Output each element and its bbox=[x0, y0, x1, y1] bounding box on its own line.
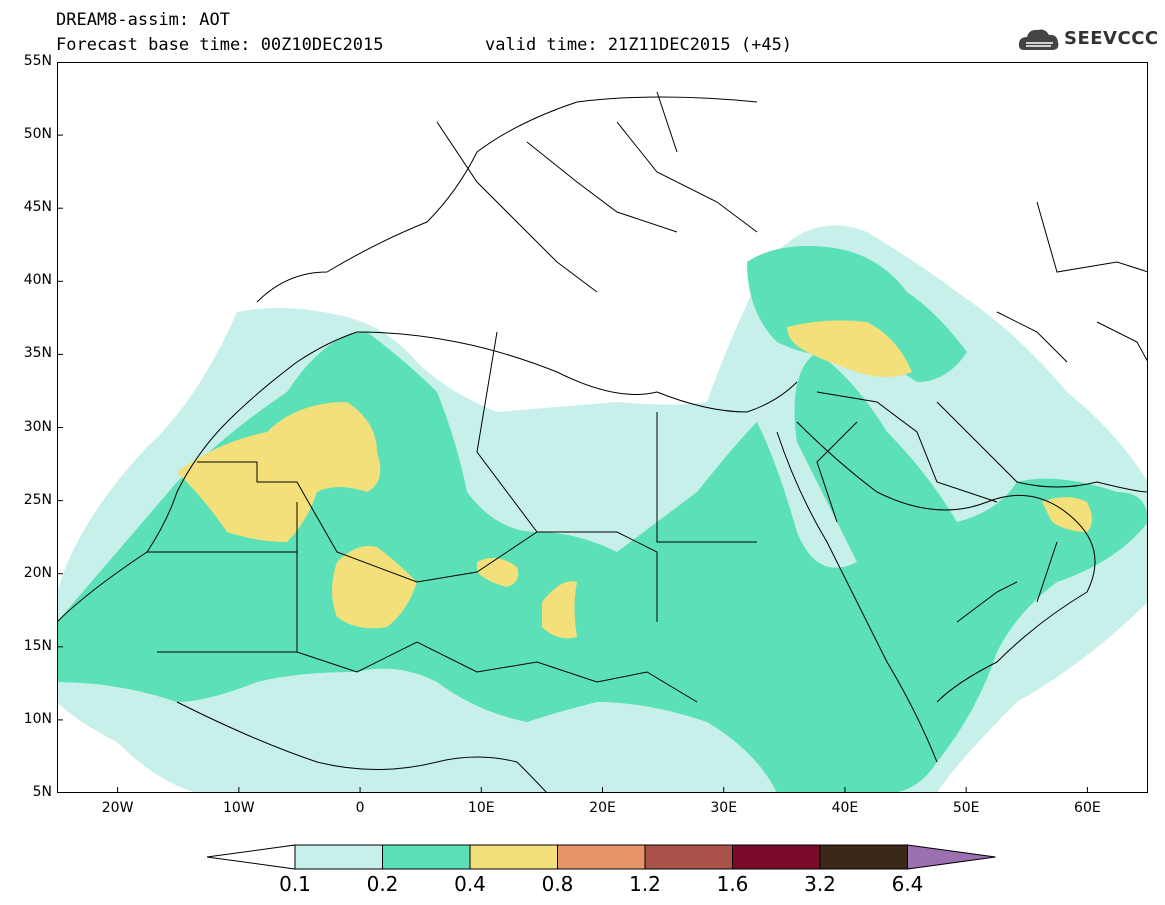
coastlines-and-borders bbox=[57, 91, 1148, 793]
coastline-gulf-of-guinea bbox=[176, 701, 548, 793]
borders-sahara bbox=[197, 331, 757, 652]
colorbar-label: 0.1 bbox=[279, 872, 311, 896]
lat-tick-label: 20N bbox=[23, 564, 52, 581]
colorbar-over-triangle bbox=[907, 844, 996, 870]
borders-middle-east bbox=[816, 391, 1058, 623]
colorbar bbox=[206, 844, 996, 870]
lat-tick-label: 35N bbox=[23, 345, 52, 362]
colorbar-box bbox=[294, 844, 383, 870]
lon-tick-label: 10E bbox=[467, 800, 495, 816]
colorbar-box bbox=[644, 844, 733, 870]
colorbar-label: 0.8 bbox=[541, 872, 574, 896]
coastline-west-africa bbox=[57, 331, 358, 623]
lon-tick-label: 0 bbox=[355, 800, 365, 816]
lat-tick-label: 25N bbox=[23, 491, 52, 508]
colorbar-box bbox=[557, 844, 646, 870]
contour-band-0.4-syria bbox=[787, 320, 912, 377]
lon-tick-label: 10W bbox=[222, 800, 255, 816]
aot-map bbox=[57, 62, 1148, 793]
lon-tick-label: 60E bbox=[1074, 800, 1101, 816]
lon-tick-label: 30E bbox=[710, 800, 738, 816]
lon-tick-label: 40E bbox=[831, 800, 859, 816]
lat-tick-label: 45N bbox=[23, 199, 52, 216]
contour-band-0.4-sudan bbox=[542, 581, 577, 639]
cloud-logo-icon bbox=[1018, 29, 1059, 50]
lat-tick-label: 30N bbox=[23, 418, 52, 435]
borders-europe bbox=[436, 91, 758, 293]
chart-title: DREAM8-assim: AOT bbox=[56, 10, 230, 30]
contour-band-0.4-west bbox=[177, 402, 381, 542]
contour-band-0.4-central bbox=[332, 546, 417, 629]
lon-tick-label: 20E bbox=[589, 800, 616, 816]
borders-sahel bbox=[147, 551, 698, 703]
coastline-arabia bbox=[796, 421, 1096, 703]
lat-tick-label: 50N bbox=[23, 126, 52, 143]
colorbar-box bbox=[469, 844, 558, 870]
colorbar-label: 6.4 bbox=[891, 872, 924, 896]
lon-tick-label: 20W bbox=[101, 800, 134, 816]
logo-text: SEEVCCC bbox=[1064, 28, 1159, 49]
lat-tick-label: 5N bbox=[32, 784, 52, 800]
contour-band-0.4-gulf bbox=[1042, 497, 1092, 532]
coastline-red-sea bbox=[776, 431, 938, 763]
valid-time: valid time: 21Z11DEC2015 (+45) bbox=[485, 35, 793, 55]
lat-tick-label: 10N bbox=[23, 710, 52, 727]
colorbar-label: 1.2 bbox=[629, 872, 661, 896]
borders-central-asia bbox=[996, 201, 1148, 363]
colorbar-box bbox=[732, 844, 821, 870]
coastline-persian-gulf bbox=[936, 401, 1148, 493]
lat-tick-label: 15N bbox=[23, 637, 52, 654]
aot-contours bbox=[57, 225, 1148, 793]
colorbar-label: 0.2 bbox=[366, 872, 399, 896]
colorbar-under-triangle bbox=[206, 844, 296, 870]
colorbar-label: 3.2 bbox=[804, 872, 836, 896]
colorbar-label: 1.6 bbox=[716, 872, 749, 896]
coastline-mediterranean bbox=[356, 331, 798, 413]
colorbar-box bbox=[382, 844, 471, 870]
coastline-europe bbox=[256, 96, 758, 303]
colorbar-label: 0.4 bbox=[454, 872, 486, 896]
lat-tick-label: 55N bbox=[23, 53, 52, 69]
lat-tick-label: 40N bbox=[23, 272, 52, 289]
forecast-base-time: Forecast base time: 00Z10DEC2015 bbox=[56, 35, 384, 55]
colorbar-box bbox=[819, 844, 908, 870]
lon-tick-label: 50E bbox=[952, 800, 980, 816]
